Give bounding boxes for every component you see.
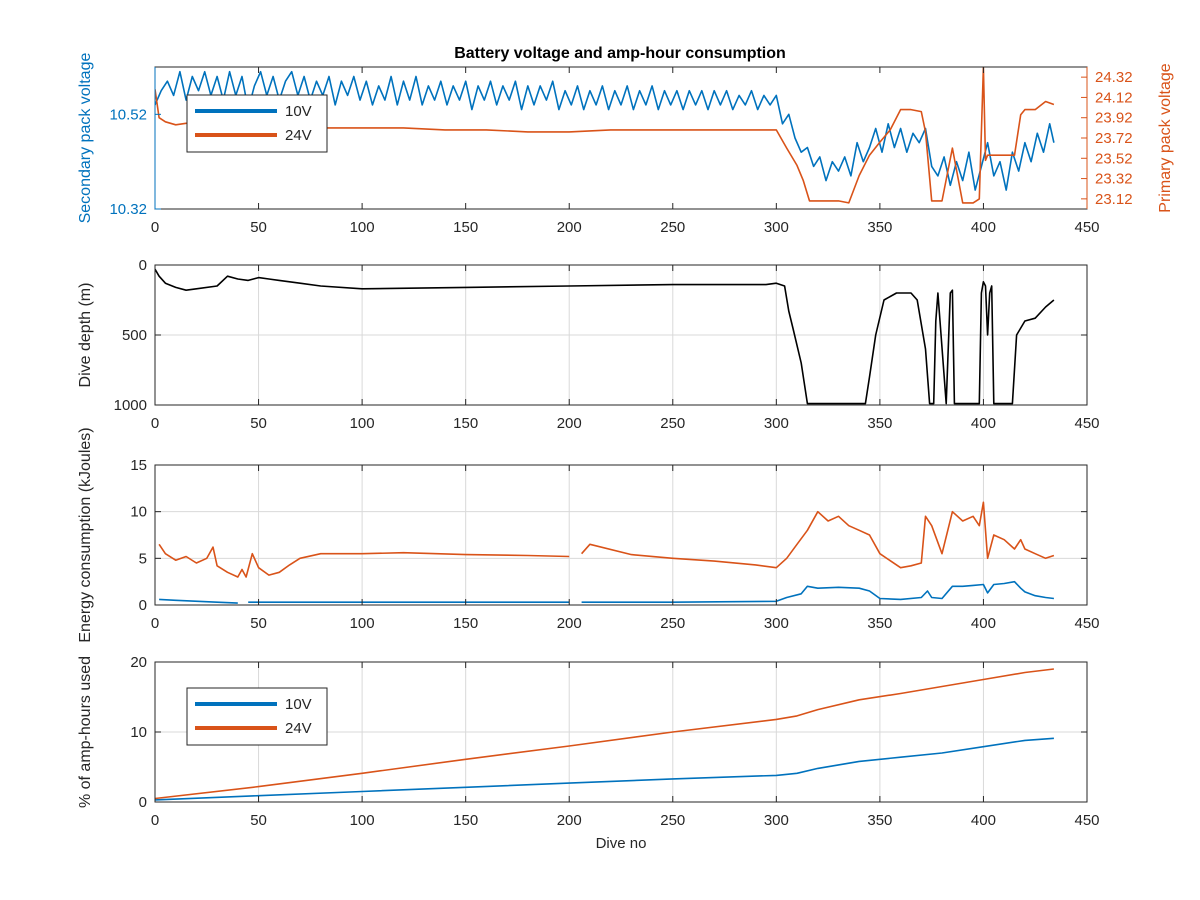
x-axis-label: Dive no bbox=[596, 835, 647, 852]
y-tick-label: 0 bbox=[139, 794, 147, 811]
x-tick-label: 400 bbox=[971, 219, 996, 236]
x-tick-label: 450 bbox=[1074, 219, 1099, 236]
x-tick-label: 350 bbox=[867, 415, 892, 432]
legend-label-10v: 10V bbox=[285, 696, 312, 713]
x-tick-label: 450 bbox=[1074, 415, 1099, 432]
legend-label-10v: 10V bbox=[285, 103, 312, 120]
y-tick-label: 0 bbox=[139, 597, 147, 614]
x-tick-label: 400 bbox=[971, 415, 996, 432]
y-tick-label-right: 24.12 bbox=[1095, 89, 1133, 106]
y-tick-label: 15 bbox=[130, 457, 147, 474]
x-tick-label: 350 bbox=[867, 812, 892, 829]
x-tick-label: 450 bbox=[1074, 812, 1099, 829]
series-line-10v bbox=[155, 70, 1055, 191]
x-tick-label: 400 bbox=[971, 615, 996, 632]
x-tick-label: 350 bbox=[867, 615, 892, 632]
x-tick-label: 50 bbox=[250, 415, 267, 432]
y-axis-label: % of amp-hours used bbox=[77, 656, 94, 808]
y-tick-label: 10.32 bbox=[109, 201, 147, 218]
x-tick-label: 200 bbox=[557, 219, 582, 236]
x-tick-label: 100 bbox=[350, 415, 375, 432]
y-tick-label-right: 23.52 bbox=[1095, 150, 1133, 167]
series-line-24v bbox=[155, 668, 1054, 800]
x-tick-label: 150 bbox=[453, 812, 478, 829]
y-tick-label-right: 23.72 bbox=[1095, 130, 1133, 147]
x-tick-label: 200 bbox=[557, 812, 582, 829]
series-line-24v bbox=[155, 67, 1055, 204]
y-axis-label: Dive depth (m) bbox=[77, 283, 94, 388]
y-tick-label: 10.52 bbox=[109, 106, 147, 123]
y-axis-label: Energy consumption (kJoules) bbox=[77, 427, 94, 642]
y-tick-label: 20 bbox=[130, 654, 147, 671]
x-tick-label: 250 bbox=[660, 615, 685, 632]
y-tick-label-right: 23.12 bbox=[1095, 191, 1133, 208]
series-line-series-1 bbox=[159, 580, 1054, 604]
x-tick-label: 200 bbox=[557, 415, 582, 432]
x-tick-label: 100 bbox=[350, 219, 375, 236]
y-tick-label: 5 bbox=[139, 550, 147, 567]
x-tick-label: 250 bbox=[660, 415, 685, 432]
x-tick-label: 50 bbox=[250, 615, 267, 632]
y-tick-label-right: 24.32 bbox=[1095, 69, 1133, 86]
series-line-series-0 bbox=[155, 268, 1055, 405]
x-tick-label: 150 bbox=[453, 219, 478, 236]
x-tick-label: 150 bbox=[453, 615, 478, 632]
x-tick-label: 250 bbox=[660, 219, 685, 236]
y-tick-label: 1000 bbox=[114, 397, 147, 414]
x-tick-label: 300 bbox=[764, 415, 789, 432]
y-tick-label: 10 bbox=[130, 724, 147, 741]
energy-panel: 0 50 100 150 200 250 300 350 400 450 0 5 10 15 Energy … bbox=[77, 427, 1100, 642]
y-axis-label: Secondary pack voltage bbox=[77, 53, 94, 224]
x-tick-label: 300 bbox=[764, 615, 789, 632]
x-tick-label: 0 bbox=[151, 812, 159, 829]
x-tick-label: 400 bbox=[971, 812, 996, 829]
x-tick-label: 50 bbox=[250, 812, 267, 829]
x-tick-label: 250 bbox=[660, 812, 685, 829]
legend-label-24v: 24V bbox=[285, 127, 312, 144]
amp-hours-panel: 0 50 100 150 200 250 300 350 400 450 0 10 20 % of amp… bbox=[77, 654, 1100, 852]
legend-box bbox=[186, 94, 328, 153]
x-tick-label: 100 bbox=[350, 615, 375, 632]
x-tick-label: 0 bbox=[151, 219, 159, 236]
legend-label-24v: 24V bbox=[285, 720, 312, 737]
y-tick-label: 0 bbox=[139, 257, 147, 274]
figure-title: Battery voltage and amp-hour consumption bbox=[454, 45, 786, 62]
y-tick-label: 500 bbox=[122, 327, 147, 344]
y-tick-label-right: 23.32 bbox=[1095, 171, 1133, 188]
x-tick-label: 0 bbox=[151, 615, 159, 632]
x-tick-label: 300 bbox=[764, 219, 789, 236]
x-tick-label: 200 bbox=[557, 615, 582, 632]
y-tick-label: 10 bbox=[130, 504, 147, 521]
x-tick-label: 0 bbox=[151, 415, 159, 432]
legend-box bbox=[186, 687, 328, 746]
x-tick-label: 450 bbox=[1074, 615, 1099, 632]
x-tick-label: 100 bbox=[350, 812, 375, 829]
axes-box bbox=[154, 464, 1088, 606]
y-tick-label-right: 23.92 bbox=[1095, 110, 1133, 127]
x-tick-label: 150 bbox=[453, 415, 478, 432]
x-tick-label: 300 bbox=[764, 812, 789, 829]
y-axis-label-right: Primary pack voltage bbox=[1157, 63, 1174, 212]
x-tick-label: 350 bbox=[867, 219, 892, 236]
voltage-panel: 0 50 100 150 200 250 300 350 400 450 10.32 10.52 23.… bbox=[77, 53, 1174, 236]
series-line-10v bbox=[155, 737, 1054, 801]
series-line-series-0 bbox=[158, 501, 1055, 578]
depth-panel: 0 50 100 150 200 250 300 350 400 450 0 500 1000 Dive … bbox=[77, 257, 1100, 432]
x-tick-label: 50 bbox=[250, 219, 267, 236]
